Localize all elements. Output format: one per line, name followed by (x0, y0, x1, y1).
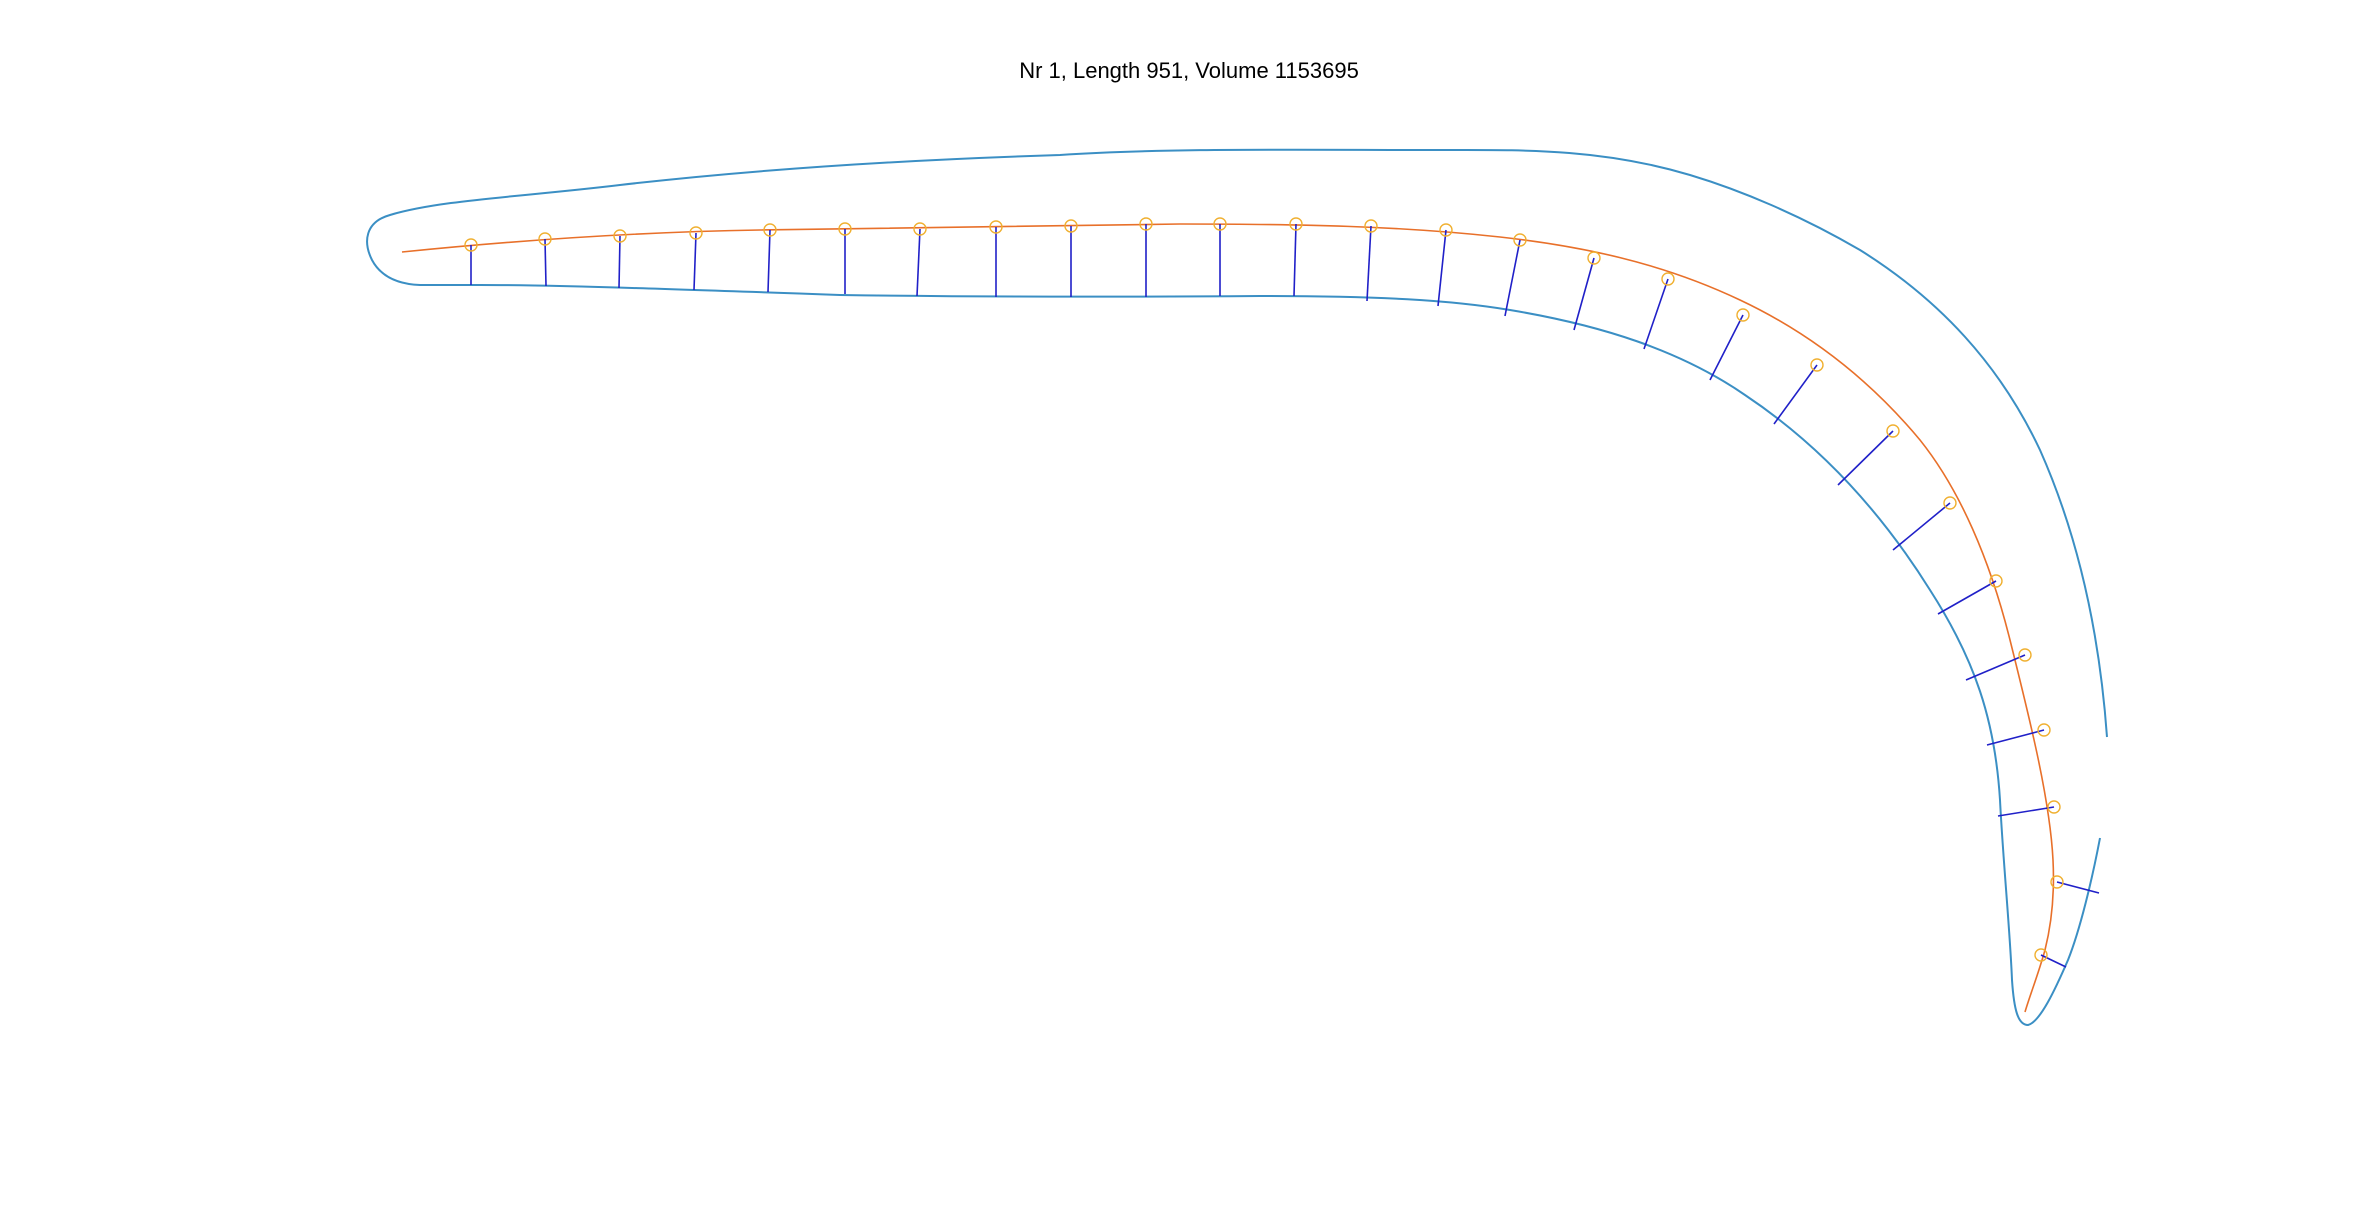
midline-marker-circle (1139, 217, 1153, 231)
midline-marker-circle (1064, 219, 1078, 233)
midline-marker-circle (1289, 217, 1303, 231)
width-segment (544, 238, 547, 287)
width-segment (1837, 430, 1894, 486)
midline-marker-circle (2047, 800, 2061, 814)
width-segment (693, 232, 697, 291)
width-segment (1293, 223, 1297, 297)
midline-marker-circle (464, 238, 478, 252)
midline-marker-circle (2034, 948, 2048, 962)
midline (401, 223, 2055, 1013)
midline-marker-circle (838, 222, 852, 236)
midline-marker-circle (1213, 217, 1227, 231)
midline-marker-circle (2050, 875, 2064, 889)
midline-marker-circle (989, 220, 1003, 234)
width-segment (2056, 881, 2100, 894)
width-segment (767, 229, 771, 293)
midline-marker-circle (1736, 308, 1750, 322)
width-lines-group (470, 223, 2100, 968)
midline-marker-circle (1810, 358, 1824, 372)
midline-marker-circle (1513, 233, 1527, 247)
width-segment (618, 235, 621, 289)
midline-marker-circle (1989, 574, 2003, 588)
midline-marker-circle (1661, 272, 1675, 286)
width-segment (1997, 806, 2055, 817)
width-segment (1437, 229, 1447, 307)
midline-marker-circle (913, 222, 927, 236)
width-segment (1573, 257, 1595, 331)
width-segment (1773, 364, 1818, 425)
midline-marker-circle (763, 223, 777, 237)
midline-marker-circle (1587, 251, 1601, 265)
midline-marker-circle (2037, 723, 2051, 737)
midline-marker-circle (613, 229, 627, 243)
width-segment (1986, 729, 2045, 746)
width-segment (1366, 225, 1372, 302)
width-segment (1965, 654, 2026, 681)
midline-marker-circle (1439, 223, 1453, 237)
outline-outer (366, 148, 2108, 1027)
midline-marker-circle (2018, 648, 2032, 662)
width-segment (2040, 954, 2067, 968)
width-segment (1709, 314, 1744, 381)
width-segment (916, 228, 921, 297)
midline-marker-circle (1886, 424, 1900, 438)
figure-title: Nr 1, Length 951, Volume 1153695 (1019, 58, 1359, 83)
width-segment (1937, 580, 1997, 615)
width-segment (1892, 502, 1951, 551)
midline-marker-circle (1943, 496, 1957, 510)
midline-marker-circle (1364, 219, 1378, 233)
width-segment (1504, 239, 1521, 317)
midline-markers-group (464, 217, 2064, 962)
width-segment (1643, 278, 1669, 350)
midline-marker-circle (538, 232, 552, 246)
midline-marker-circle (689, 226, 703, 240)
